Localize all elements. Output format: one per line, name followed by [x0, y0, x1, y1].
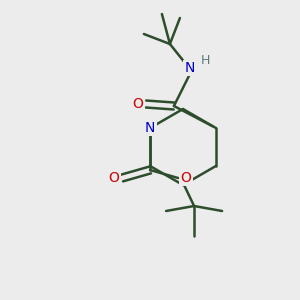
Text: N: N: [185, 61, 195, 75]
Text: O: O: [181, 171, 191, 185]
Text: O: O: [133, 97, 143, 111]
Text: H: H: [201, 53, 211, 67]
Text: N: N: [145, 121, 155, 135]
Text: O: O: [109, 171, 119, 185]
